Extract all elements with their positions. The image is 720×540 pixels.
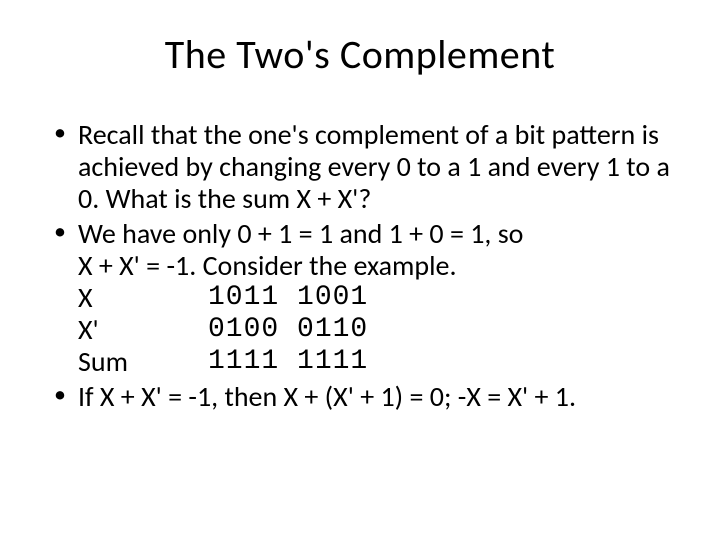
bullet-1-text: Recall that the one's complement of a bi… [78,117,670,216]
example-label-sum: Sum [78,346,208,378]
bullet-3: If X + X' = -1, then X + (X' + 1) = 0; -… [50,381,680,413]
example-label-x: X [78,282,208,314]
example-value-sum: 1111 1111 [208,346,368,378]
example-row-x: X 1011 1001 [78,282,680,314]
bullet-3-text: If X + X' = -1, then X + (X' + 1) = 0; -… [78,379,576,414]
bullet-2-line2: X + X' = -1. Consider the example. [78,250,680,282]
slide: The Two's Complement Recall that the one… [0,0,720,540]
bullet-2: We have only 0 + 1 = 1 and 1 + 0 = 1, so… [50,218,680,379]
example-row-sum: Sum 1111 1111 [78,346,680,378]
example-row-xprime: X' 0100 0110 [78,314,680,346]
bullet-1: Recall that the one's complement of a bi… [50,119,680,216]
example-value-x: 1011 1001 [208,282,368,314]
bullet-2-line1: We have only 0 + 1 = 1 and 1 + 0 = 1, so [78,218,680,250]
example-label-xprime: X' [78,314,208,346]
slide-title: The Two's Complement [40,30,680,79]
bullet-list: Recall that the one's complement of a bi… [50,119,680,413]
example-value-xprime: 0100 0110 [208,314,368,346]
